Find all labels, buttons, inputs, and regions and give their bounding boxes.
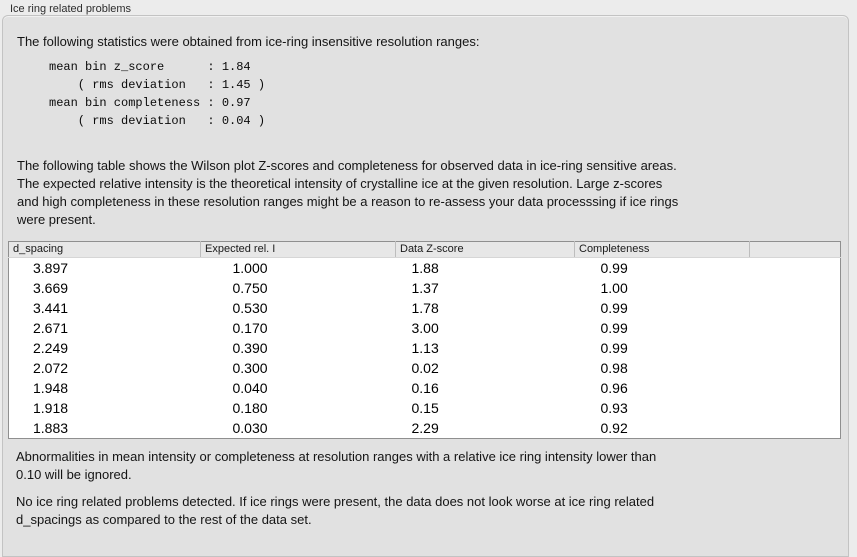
table-body: 3.897 1.000 1.88 0.99 3.669 0.750 1.37 1.00 3.44… [9, 258, 841, 439]
table-cell: 0.390 [232, 340, 268, 356]
column-header-d-spacing[interactable]: d_spacing [8, 241, 201, 258]
table-cell: 0.98 [600, 360, 628, 376]
ice-ring-table: d_spacing Expected rel. I Data Z-score C… [8, 241, 841, 439]
table-row[interactable]: 1.918 0.180 0.15 0.93 [9, 398, 841, 418]
ignore-rule-note: Abnormalities in mean intensity or compl… [16, 448, 656, 484]
table-cell: 1.78 [411, 300, 439, 316]
table-cell: 0.170 [232, 320, 268, 336]
panel-title: Ice ring related problems [10, 3, 132, 15]
table-cell: 0.02 [411, 360, 439, 376]
text-line: ( rms deviation : 0.04 ) [49, 114, 266, 128]
table-description-text: The following table shows the Wilson plo… [17, 157, 678, 229]
table-row[interactable]: 1.883 0.030 2.29 0.92 [9, 418, 841, 439]
table-cell: 0.16 [411, 380, 439, 396]
table-row[interactable]: 2.249 0.390 1.13 0.99 [9, 338, 841, 358]
table-cell [750, 398, 841, 418]
column-header-data-z-score[interactable]: Data Z-score [395, 241, 575, 258]
text-line: The expected relative intensity is the t… [17, 176, 663, 191]
table-row[interactable]: 2.072 0.300 0.02 0.98 [9, 358, 841, 378]
table-cell: 1.000 [232, 260, 268, 276]
text-line: were present. [17, 212, 96, 227]
table-cell [750, 418, 841, 439]
table-cell: 0.180 [232, 400, 268, 416]
table-cell: 3.669 [33, 280, 69, 296]
table-cell: 1.37 [411, 280, 439, 296]
table-cell: 1.948 [33, 380, 69, 396]
conclusion-note: No ice ring related problems detected. I… [16, 493, 654, 529]
table-cell: 3.441 [33, 300, 69, 316]
table-cell [750, 278, 841, 298]
text-line: No ice ring related problems detected. I… [16, 494, 655, 509]
table-cell: 1.13 [411, 340, 439, 356]
table-header: d_spacing Expected rel. I Data Z-score C… [8, 241, 841, 258]
table-cell: 3.897 [33, 260, 69, 276]
table-cell: 2.249 [33, 340, 69, 356]
column-header-blank [749, 241, 841, 258]
column-header-completeness[interactable]: Completeness [574, 241, 750, 258]
table-cell: 2.29 [411, 420, 439, 436]
text-line: and high completeness in these resolutio… [17, 194, 679, 209]
table-cell: 0.99 [600, 260, 628, 276]
table-cell: 1.918 [33, 400, 69, 416]
intro-statistics-text: The following statistics were obtained f… [17, 34, 480, 49]
table-cell [750, 338, 841, 358]
table-cell: 0.030 [232, 420, 268, 436]
table-cell [750, 258, 841, 279]
table-cell: 2.671 [33, 320, 69, 336]
text-line: The following table shows the Wilson plo… [17, 158, 677, 173]
table-cell [750, 358, 841, 378]
table-row[interactable]: 2.671 0.170 3.00 0.99 [9, 318, 841, 338]
table-cell [750, 298, 841, 318]
table-cell: 0.040 [232, 380, 268, 396]
text-line: d_spacings as compared to the rest of th… [16, 512, 312, 527]
text-line: ( rms deviation : 1.45 ) [49, 78, 266, 92]
column-header-expected-rel-i[interactable]: Expected rel. I [200, 241, 396, 258]
text-line: 0.10 will be ignored. [16, 467, 132, 482]
table-row[interactable]: 3.897 1.000 1.88 0.99 [9, 258, 841, 279]
table-cell: 1.883 [33, 420, 69, 436]
text-line: mean bin z_score : 1.84 [49, 60, 251, 74]
table-cell: 0.750 [232, 280, 268, 296]
bin-statistics-block: mean bin z_score : 1.84 ( rms deviation … [49, 58, 265, 130]
table-cell: 0.99 [600, 320, 628, 336]
table-cell: 0.96 [600, 380, 628, 396]
table-cell: 3.00 [411, 320, 439, 336]
table-cell: 0.15 [411, 400, 439, 416]
text-line: Abnormalities in mean intensity or compl… [16, 449, 657, 464]
table-cell: 0.92 [600, 420, 628, 436]
ice-ring-panel: The following statistics were obtained f… [2, 15, 849, 557]
table-row[interactable]: 1.948 0.040 0.16 0.96 [9, 378, 841, 398]
table-cell: 1.00 [600, 280, 628, 296]
table-header-row: d_spacing Expected rel. I Data Z-score C… [8, 241, 841, 258]
text-line: mean bin completeness : 0.97 [49, 96, 251, 110]
table-cell: 1.88 [411, 260, 439, 276]
table-cell: 2.072 [33, 360, 69, 376]
table-cell: 0.530 [232, 300, 268, 316]
table-cell: 0.93 [600, 400, 628, 416]
table-cell: 0.99 [600, 340, 628, 356]
table-row[interactable]: 3.441 0.530 1.78 0.99 [9, 298, 841, 318]
table-cell: 0.99 [600, 300, 628, 316]
table-cell [750, 318, 841, 338]
table-row[interactable]: 3.669 0.750 1.37 1.00 [9, 278, 841, 298]
table-cell: 0.300 [232, 360, 268, 376]
table-cell [750, 378, 841, 398]
